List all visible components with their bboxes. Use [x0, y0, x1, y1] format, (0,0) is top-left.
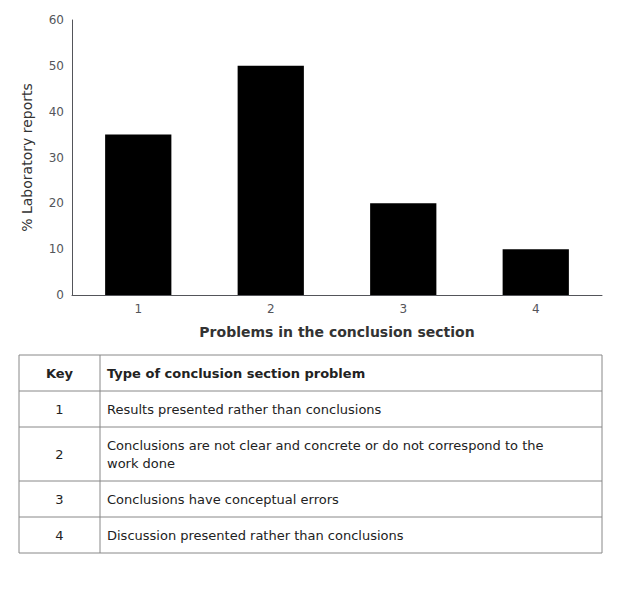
svg-text:3: 3 — [55, 492, 63, 507]
svg-text:50: 50 — [49, 59, 64, 73]
svg-text:30: 30 — [49, 151, 64, 165]
svg-text:1: 1 — [134, 302, 142, 316]
svg-text:60: 60 — [49, 13, 64, 27]
svg-text:Key: Key — [46, 366, 74, 381]
svg-text:0: 0 — [56, 288, 64, 302]
svg-text:1: 1 — [55, 402, 63, 417]
svg-text:4: 4 — [532, 302, 540, 316]
svg-text:2: 2 — [55, 447, 63, 462]
svg-text:% Laboratory reports: % Laboratory reports — [19, 83, 35, 232]
svg-text:10: 10 — [49, 242, 64, 256]
svg-text:Problems in the conclusion sec: Problems in the conclusion section — [199, 324, 474, 340]
svg-text:3: 3 — [399, 302, 407, 316]
svg-text:Results presented rather than: Results presented rather than conclusion… — [107, 402, 382, 417]
svg-text:Discussion presented rather th: Discussion presented rather than conclus… — [107, 528, 404, 543]
svg-text:20: 20 — [49, 196, 64, 210]
svg-text:Conclusions have conceptual er: Conclusions have conceptual errors — [107, 492, 339, 507]
svg-text:40: 40 — [49, 105, 64, 119]
svg-text:Type of conclusion section pro: Type of conclusion section problem — [107, 366, 365, 381]
svg-text:4: 4 — [55, 528, 63, 543]
svg-text:Conclusions are not clear and: Conclusions are not clear and concrete o… — [107, 438, 543, 453]
svg-text:2: 2 — [267, 302, 275, 316]
svg-text:work done: work done — [107, 456, 175, 471]
